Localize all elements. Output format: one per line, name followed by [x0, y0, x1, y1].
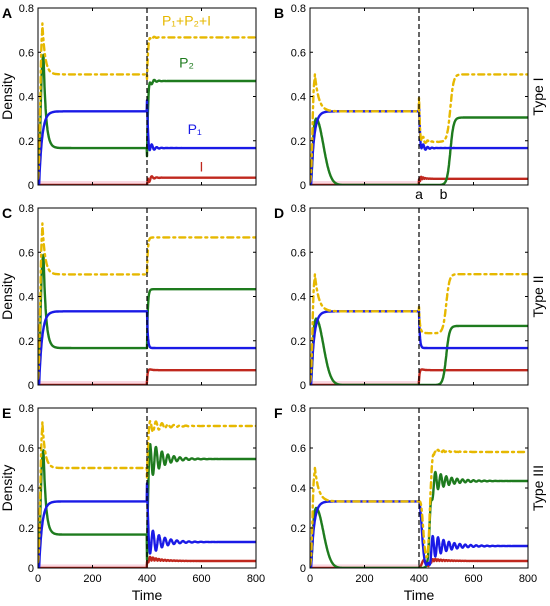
y-tick-label: 0	[300, 563, 306, 575]
annotation-label: b	[440, 186, 448, 202]
x-tick-label: 0	[35, 573, 41, 585]
panel-letter: B	[274, 5, 284, 21]
y-tick-label: 0.2	[291, 336, 306, 348]
annotation-label: P₂	[179, 55, 194, 71]
y-tick-label: 0.4	[291, 483, 306, 495]
y-tick-label: 0.2	[291, 523, 306, 535]
panel-letter: C	[2, 205, 12, 221]
y-tick-label: 0.4	[291, 292, 306, 304]
x-tick-label: 800	[519, 573, 537, 585]
series-line-I	[38, 175, 256, 185]
series-line-P2	[310, 317, 528, 385]
type-label: Type I	[530, 77, 546, 115]
y-tick-label: 0.2	[19, 336, 34, 348]
y-tick-label: 0	[28, 180, 34, 192]
x-tick-label: 800	[247, 573, 265, 585]
y-tick-label: 0.6	[291, 47, 306, 59]
y-axis-label: Density	[0, 73, 15, 120]
y-tick-label: 0.2	[19, 136, 34, 148]
y-tick-label: 0.8	[19, 203, 34, 215]
y-tick-label: 0.6	[291, 247, 306, 259]
type-label: Type III	[530, 465, 546, 511]
panel-letter: D	[274, 205, 284, 221]
series-line-total	[38, 420, 256, 564]
y-tick-label: 0.4	[19, 92, 34, 104]
panel-E: 0 200 400 600 800 0 0.2 0.4 0.6 0.8 Density Time E	[0, 403, 265, 603]
y-tick-label: 0	[300, 380, 306, 392]
panel-D: 0 0.2 0.4 0.6 0.8 D Type II	[274, 203, 546, 392]
y-tick-label: 0.4	[19, 292, 34, 304]
panel-C: 0 0.2 0.4 0.6 0.8 Density C	[0, 203, 257, 392]
y-axis-label: Density	[0, 273, 15, 320]
annotation-label: a	[415, 186, 423, 202]
type-label: Type II	[530, 275, 546, 317]
y-tick-label: 0.8	[291, 403, 306, 415]
series-line-P2	[38, 443, 256, 565]
series-line-P1	[38, 310, 256, 385]
x-tick-label: 0	[307, 573, 313, 585]
y-tick-label: 0.6	[19, 443, 34, 455]
y-tick-label: 0.8	[19, 403, 34, 415]
x-tick-label: 200	[83, 573, 101, 585]
x-tick-label: 600	[464, 573, 482, 585]
y-tick-label: 0.6	[19, 247, 34, 259]
y-tick-label: 0.2	[19, 523, 34, 535]
panel-letter: E	[2, 405, 11, 421]
panel-F: 0 200 400 600 800 0 0.2 0.4 0.6 0.8 Time F Type III	[274, 403, 546, 603]
y-tick-label: 0	[300, 180, 306, 192]
y-tick-label: 0.8	[291, 3, 306, 15]
series-line-total	[310, 448, 528, 567]
annotation-label: P₁	[188, 121, 202, 137]
y-tick-label: 0.4	[291, 92, 306, 104]
x-axis-label: Time	[404, 587, 435, 603]
y-tick-label: 0	[28, 563, 34, 575]
y-tick-label: 0.2	[291, 136, 306, 148]
panel-letter: A	[2, 5, 12, 21]
annotation-label: P₁+P₂+I	[162, 13, 211, 29]
series-line-P2	[310, 470, 528, 568]
x-tick-label: 600	[192, 573, 210, 585]
panel-B: 0 0.2 0.4 0.6 0.8 B Type I a b	[274, 3, 546, 202]
x-tick-label: 400	[410, 573, 428, 585]
y-tick-label: 0.6	[291, 443, 306, 455]
y-tick-label: 0.8	[291, 203, 306, 215]
series-line-total	[38, 22, 256, 180]
annotation-label: I	[200, 159, 204, 175]
x-tick-label: 400	[138, 573, 156, 585]
x-tick-label: 200	[355, 573, 373, 585]
series-line-P1	[310, 500, 528, 568]
panel-A: 0 0.2 0.4 0.6 0.8 Density A P₁+P₂+I P₂ P₁ I	[0, 3, 257, 192]
y-axis-label: Density	[0, 465, 15, 512]
series-line-P2	[310, 116, 528, 185]
y-tick-label: 0.4	[19, 483, 34, 495]
y-tick-label: 0	[28, 380, 34, 392]
panel-letter: F	[274, 405, 283, 421]
series-line-total	[38, 222, 256, 380]
x-axis-label: Time	[132, 587, 163, 603]
y-tick-label: 0.8	[19, 3, 34, 15]
y-tick-label: 0.6	[19, 47, 34, 59]
